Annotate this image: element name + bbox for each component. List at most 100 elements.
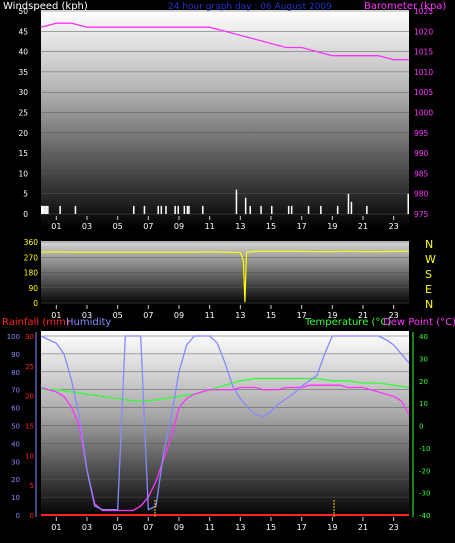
x-tick-label: 05	[113, 222, 123, 231]
temperature-label: Temperature (°C)	[304, 317, 391, 328]
x-tick-label: 23	[389, 311, 399, 320]
compass-label: W	[425, 253, 436, 266]
baro-tick-label: 1025	[414, 7, 433, 16]
x-tick-label: 11	[205, 523, 215, 532]
humidity-tick-label: 0	[16, 512, 20, 520]
wind-tick-label: 50	[18, 7, 28, 16]
baro-tick-label: 980	[414, 190, 429, 199]
humidity-tick-label: 20	[11, 476, 20, 484]
humidity-tick-label: 60	[11, 405, 20, 413]
middle-grid	[41, 241, 409, 304]
x-tick-label: 19	[327, 311, 337, 320]
bottom-x-axis: 01 03 05 07 09 11 13 15 17 19 21 23	[51, 517, 399, 532]
humidity-tick-label: 90	[11, 351, 20, 359]
x-tick-label: 13	[235, 222, 245, 231]
direction-tick-label: 360	[24, 238, 39, 247]
rainfall-tick-label: 10	[25, 452, 34, 460]
wind-bar	[160, 205, 163, 214]
x-tick-label: 03	[82, 222, 92, 231]
wind-bar	[47, 205, 49, 214]
x-tick-label: 07	[143, 311, 153, 320]
humidity-tick-label: 30	[11, 458, 20, 466]
wind-bar	[320, 205, 322, 214]
x-tick-label: 11	[205, 222, 215, 231]
middle-plot-area	[41, 241, 409, 305]
humidity-label: Humidity	[66, 317, 111, 328]
x-tick-label: 07	[143, 222, 153, 231]
x-tick-label: 01	[51, 222, 61, 231]
middle-left-axis: 0 90 180 270 360	[24, 238, 39, 308]
temperature-tick-label: 20	[419, 378, 428, 386]
top-x-axis: 01 03 05 07 09 11 13 15 17 19 21 23	[51, 216, 399, 231]
baro-tick-label: 1005	[414, 88, 433, 97]
x-tick-label: 03	[82, 311, 92, 320]
x-tick-label: 21	[358, 523, 368, 532]
wind-bar	[235, 189, 238, 214]
direction-tick-label: 90	[28, 284, 38, 293]
wind-bar	[188, 205, 190, 214]
rainfall-label: Rainfall (mm)	[2, 317, 70, 328]
x-tick-label: 09	[174, 523, 184, 532]
humidity-axis: 0 10 20 30 40 50 60 70 80 90 100	[7, 333, 20, 520]
baro-tick-label: 995	[414, 129, 429, 138]
baro-tick-label: 1010	[414, 68, 433, 77]
baro-tick-label: 985	[414, 169, 429, 178]
x-tick-label: 15	[266, 311, 276, 320]
x-tick-label: 15	[266, 523, 276, 532]
wind-bar	[183, 205, 186, 214]
direction-tick-label: 270	[24, 253, 39, 262]
wind-tick-label: 45	[18, 27, 28, 36]
wind-bar	[307, 205, 310, 214]
wind-tick-label: 35	[18, 68, 28, 77]
wind-tick-label: 25	[18, 109, 28, 118]
wind-bar	[350, 201, 353, 214]
bottom-plot-area	[41, 331, 409, 517]
x-tick-label: 09	[174, 222, 184, 231]
baro-tick-label: 1015	[414, 48, 433, 57]
wind-bar	[336, 205, 339, 214]
baro-tick-label: 975	[414, 210, 429, 219]
top-plot-area	[41, 10, 409, 228]
humidity-tick-label: 70	[11, 387, 20, 395]
wind-bar	[260, 205, 262, 214]
chart-title: 24 hour graph day : 06 August 2009	[168, 2, 332, 12]
barometer-line	[40, 22, 409, 61]
x-tick-label: 05	[113, 311, 123, 320]
temperature-tick-label: 30	[419, 355, 428, 363]
temperature-tick-label: -20	[419, 467, 430, 475]
x-tick-label: 23	[389, 222, 399, 231]
wind-bar	[59, 205, 61, 214]
x-tick-label: 07	[143, 523, 153, 532]
rainfall-tick-label: 5	[30, 482, 34, 490]
wind-bar	[366, 205, 368, 214]
compass-label: S	[425, 268, 432, 281]
dew-point-label: Dew Point (°C)	[383, 317, 455, 328]
wind-bar	[290, 205, 293, 214]
x-tick-label: 21	[358, 222, 368, 231]
x-tick-label: 03	[82, 523, 92, 532]
baro-tick-label: 1000	[414, 109, 433, 118]
windspeed-bars	[41, 189, 409, 214]
wind-bar	[133, 205, 135, 214]
wind-bar	[186, 205, 189, 214]
x-tick-label: 19	[327, 523, 337, 532]
compass-label: E	[425, 283, 432, 296]
wind-bar	[407, 193, 409, 214]
wind-bar	[244, 197, 247, 214]
humidity-tick-label: 50	[11, 423, 20, 431]
rainfall-tick-label: 0	[30, 512, 34, 520]
wind-tick-label: 20	[18, 129, 28, 138]
top-grid	[41, 10, 409, 215]
middle-x-axis: 01 03 05 07 09 11 13 15 17 19 21 23	[51, 305, 399, 320]
rainfall-tick-label: 20	[25, 393, 34, 401]
x-tick-label: 17	[297, 311, 307, 320]
humidity-tick-label: 80	[11, 369, 20, 377]
barometer-label: Barometer (kpa)	[364, 1, 446, 12]
temperature-line	[41, 377, 410, 402]
x-tick-label: 01	[51, 311, 61, 320]
humidity-tick-label: 100	[7, 333, 20, 341]
baro-tick-label: 1020	[414, 27, 433, 36]
wind-tick-label: 0	[23, 210, 28, 219]
x-tick-label: 13	[235, 523, 245, 532]
